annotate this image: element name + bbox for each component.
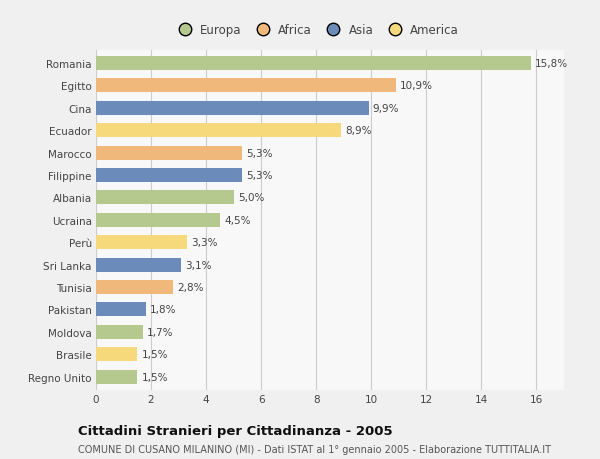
Bar — [96, 325, 143, 339]
Text: 3,3%: 3,3% — [191, 238, 217, 248]
Text: 9,9%: 9,9% — [373, 104, 399, 113]
Text: 1,7%: 1,7% — [147, 327, 173, 337]
Text: 8,9%: 8,9% — [345, 126, 371, 136]
Text: 4,5%: 4,5% — [224, 215, 251, 225]
Bar — [96, 169, 242, 183]
Text: 5,3%: 5,3% — [246, 148, 272, 158]
Text: 15,8%: 15,8% — [535, 59, 568, 69]
Text: 1,5%: 1,5% — [142, 349, 168, 359]
Text: 5,0%: 5,0% — [238, 193, 264, 203]
Legend: Europa, Africa, Asia, America: Europa, Africa, Asia, America — [169, 19, 464, 41]
Bar — [96, 258, 181, 272]
Text: 3,1%: 3,1% — [185, 260, 212, 270]
Bar — [96, 191, 233, 205]
Bar — [96, 124, 341, 138]
Text: 5,3%: 5,3% — [246, 171, 272, 181]
Text: Cittadini Stranieri per Cittadinanza - 2005: Cittadini Stranieri per Cittadinanza - 2… — [78, 424, 392, 437]
Text: 10,9%: 10,9% — [400, 81, 433, 91]
Bar — [96, 280, 173, 294]
Bar — [96, 146, 242, 160]
Text: 2,8%: 2,8% — [177, 282, 204, 292]
Text: COMUNE DI CUSANO MILANINO (MI) - Dati ISTAT al 1° gennaio 2005 - Elaborazione TU: COMUNE DI CUSANO MILANINO (MI) - Dati IS… — [78, 444, 551, 454]
Bar — [96, 236, 187, 250]
Bar — [96, 57, 531, 71]
Text: 1,5%: 1,5% — [142, 372, 168, 382]
Text: 1,8%: 1,8% — [149, 305, 176, 315]
Bar — [96, 370, 137, 384]
Bar — [96, 101, 368, 116]
Bar — [96, 79, 396, 93]
Bar — [96, 303, 146, 317]
Bar — [96, 347, 137, 361]
Bar — [96, 213, 220, 227]
